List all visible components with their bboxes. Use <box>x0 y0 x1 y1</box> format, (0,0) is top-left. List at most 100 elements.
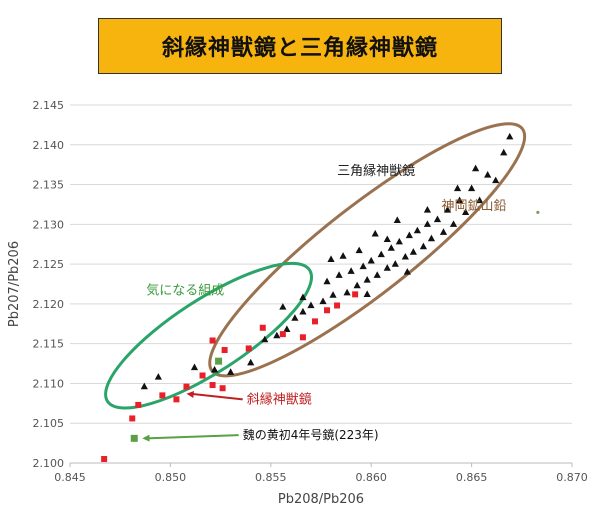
triangle-marker <box>423 206 432 213</box>
triangle-marker <box>455 196 464 204</box>
triangle-marker <box>247 358 255 366</box>
annotation-arrow-line <box>190 392 243 401</box>
red-square-marker <box>259 324 266 331</box>
red-square-marker <box>219 385 226 392</box>
triangle-marker <box>393 216 401 223</box>
annotation-label: 気になる組成 <box>146 282 224 298</box>
red-square-marker <box>209 337 216 344</box>
triangle-marker <box>261 335 269 343</box>
triangle-marker <box>453 184 462 192</box>
red-square-marker <box>311 318 318 325</box>
triangle-marker <box>283 325 291 332</box>
triangle-marker <box>373 271 381 278</box>
triangle-marker <box>190 363 199 371</box>
triangle-marker <box>506 132 514 140</box>
red-square-marker <box>135 401 142 408</box>
red-square-marker <box>173 396 180 403</box>
annotation-label: 魏の黄初4年号鏡(223年) <box>243 427 379 442</box>
y-tick-label: 2.110 <box>33 377 65 390</box>
triangle-marker <box>433 215 442 223</box>
triangle-marker <box>449 220 458 227</box>
y-tick-label: 2.100 <box>33 457 65 470</box>
chart-title-box: 斜縁神獣鏡と三角縁神獣鏡 <box>98 18 502 74</box>
triangle-marker <box>500 148 508 156</box>
triangle-marker <box>461 208 470 215</box>
triangle-marker <box>484 171 492 178</box>
triangle-marker <box>140 382 148 390</box>
red-square-marker <box>334 302 341 309</box>
dot-marker <box>536 210 540 214</box>
triangle-marker <box>439 228 448 235</box>
y-tick-label: 2.115 <box>33 338 65 351</box>
triangle-marker <box>319 297 327 305</box>
triangle-marker <box>210 365 219 373</box>
red-square-marker <box>245 345 252 352</box>
triangle-marker <box>405 231 413 239</box>
triangle-marker <box>279 303 287 310</box>
triangle-marker <box>363 276 371 283</box>
triangle-marker <box>409 248 417 255</box>
triangle-marker <box>419 242 428 250</box>
region-ellipse-notable <box>104 261 313 410</box>
red-square-marker <box>324 307 331 314</box>
annotation-arrow-line <box>146 434 239 440</box>
annotation-label: 神岡鉱山鉛 <box>441 198 506 214</box>
triangle-marker <box>387 244 395 251</box>
red-square-marker <box>352 291 359 298</box>
annotation-arrowhead <box>142 434 150 442</box>
red-square-marker <box>299 334 306 341</box>
y-tick-label: 2.145 <box>33 99 65 112</box>
x-tick-label: 0.865 <box>456 471 488 484</box>
red-square-marker <box>279 331 286 338</box>
red-square-marker <box>183 383 190 390</box>
chart-title: 斜縁神獣鏡と三角縁神獣鏡 <box>161 36 438 61</box>
triangle-marker <box>353 281 361 289</box>
triangle-marker <box>391 260 399 267</box>
triangle-marker <box>371 229 379 237</box>
triangle-marker <box>355 246 363 254</box>
red-square-marker <box>159 392 166 399</box>
red-square-marker <box>129 415 136 422</box>
triangle-marker <box>363 290 371 297</box>
triangle-marker <box>343 288 351 296</box>
triangle-marker <box>227 368 235 375</box>
x-axis-label: Pb208/Pb206 <box>278 492 364 507</box>
annotation-label: 斜縁神獣鏡 <box>247 391 312 407</box>
green-square-marker <box>215 357 223 365</box>
x-tick-label: 0.845 <box>54 471 86 484</box>
triangle-marker <box>347 267 355 274</box>
triangle-marker <box>299 307 307 315</box>
y-tick-label: 2.140 <box>33 139 65 152</box>
triangle-marker <box>476 196 484 204</box>
triangle-marker <box>468 184 476 192</box>
triangle-marker <box>299 293 307 301</box>
triangle-marker <box>443 206 452 213</box>
red-square-marker <box>199 372 206 379</box>
scatter-chart: 2.100 2.105 2.110 2.115 2.120 2.125 2.130 2.135… <box>7 99 588 507</box>
x-tick-label: 0.860 <box>355 471 387 484</box>
triangle-marker <box>383 235 391 243</box>
annotation-arrowhead <box>186 391 194 398</box>
triangle-marker <box>291 314 299 321</box>
y-tick-label: 2.105 <box>33 417 65 430</box>
x-tick-label: 0.855 <box>255 471 287 484</box>
y-tick-label: 2.130 <box>33 218 65 231</box>
y-tick-label: 2.135 <box>33 179 65 192</box>
y-axis-label: Pb207/Pb206 <box>7 241 22 327</box>
triangle-marker <box>395 237 403 245</box>
triangle-marker <box>323 277 331 285</box>
triangle-marker <box>327 255 335 262</box>
red-square-marker <box>101 456 108 463</box>
triangle-marker <box>472 164 480 172</box>
triangle-marker <box>367 256 375 264</box>
triangle-marker <box>492 176 500 184</box>
red-square-marker <box>221 347 228 354</box>
triangle-marker <box>383 264 391 271</box>
triangle-marker <box>423 220 432 227</box>
triangle-marker <box>427 234 436 242</box>
triangle-marker <box>154 373 162 380</box>
y-tick-label: 2.125 <box>33 258 65 271</box>
annotation-label: 三角縁神獣鏡 <box>337 163 415 179</box>
triangle-marker <box>359 262 367 270</box>
green-square-marker <box>130 434 138 442</box>
